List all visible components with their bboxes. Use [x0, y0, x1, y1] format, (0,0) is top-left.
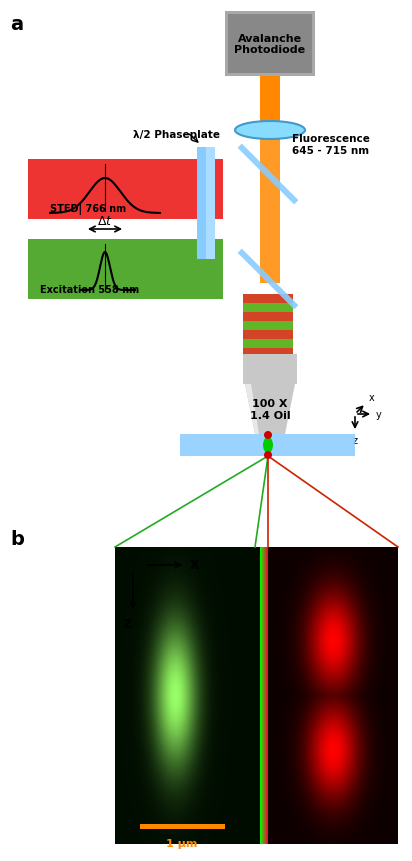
Text: STED| 766 nm: STED| 766 nm — [50, 204, 126, 215]
Text: Z: Z — [123, 617, 132, 630]
Bar — [28, 160, 223, 220]
Bar — [243, 294, 293, 304]
Ellipse shape — [264, 431, 272, 439]
Ellipse shape — [264, 451, 272, 460]
Bar — [243, 304, 293, 313]
Polygon shape — [245, 385, 295, 435]
Bar — [243, 357, 293, 367]
Bar — [243, 355, 297, 385]
Text: $\Delta t$: $\Delta t$ — [97, 214, 113, 228]
Text: z: z — [353, 436, 358, 445]
Bar — [225, 12, 315, 77]
Bar — [180, 435, 355, 456]
Bar — [260, 139, 280, 283]
Bar — [243, 367, 293, 375]
Text: Excitation 558 nm: Excitation 558 nm — [40, 285, 139, 294]
Text: 100 X
1.4 Oil: 100 X 1.4 Oil — [250, 399, 290, 420]
Ellipse shape — [235, 122, 305, 139]
Bar — [228, 15, 312, 74]
Bar — [260, 77, 280, 122]
Polygon shape — [238, 145, 298, 205]
Bar — [243, 313, 293, 322]
Text: a: a — [10, 15, 23, 34]
Text: Avalanche
Photodiode: Avalanche Photodiode — [234, 34, 306, 55]
Bar — [243, 349, 293, 357]
Bar — [243, 339, 293, 349]
Bar — [197, 204, 206, 260]
Bar — [206, 148, 215, 260]
Polygon shape — [245, 385, 259, 435]
Bar — [28, 239, 223, 300]
Ellipse shape — [263, 437, 273, 454]
Text: 1 μm: 1 μm — [166, 838, 198, 848]
Bar — [243, 375, 293, 385]
Text: x: x — [369, 393, 375, 403]
Bar — [243, 331, 293, 339]
Bar — [197, 148, 206, 204]
Text: X: X — [190, 559, 200, 572]
Text: Fluorescence
645 - 715 nm: Fluorescence 645 - 715 nm — [292, 134, 370, 156]
Bar — [140, 824, 225, 829]
Text: λ/2 Phaseplate: λ/2 Phaseplate — [133, 130, 220, 139]
Polygon shape — [238, 250, 298, 310]
Text: b: b — [10, 530, 24, 548]
Bar — [243, 322, 293, 331]
Text: y: y — [376, 410, 382, 419]
